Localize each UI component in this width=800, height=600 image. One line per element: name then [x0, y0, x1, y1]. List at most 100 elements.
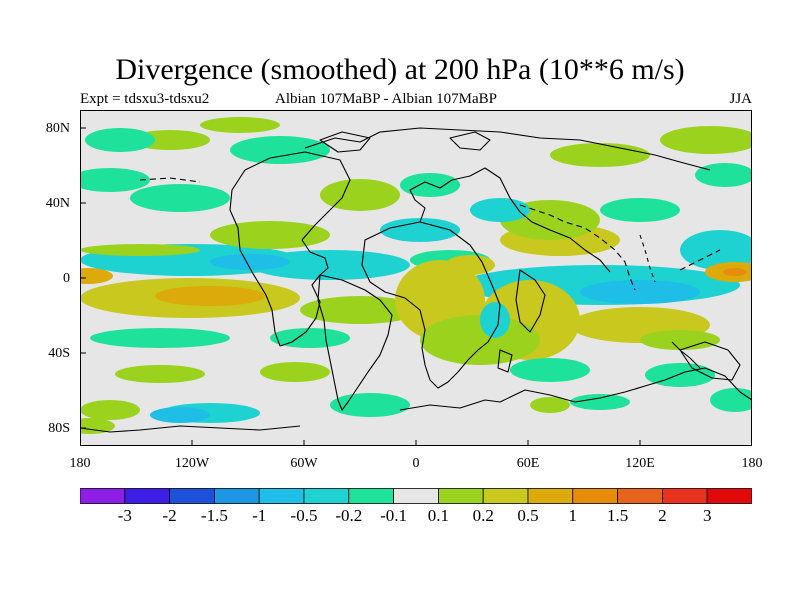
contour-patch [80, 244, 200, 256]
contour-patch [710, 388, 752, 412]
contour-patch [445, 255, 495, 275]
coastline-dashed-margin [639, 234, 656, 283]
colorbar-swatch [124, 488, 170, 504]
colorbar-label: -3 [117, 506, 132, 525]
contour-patch [640, 330, 720, 350]
colorbar-label: -2 [162, 506, 177, 525]
lon-label-120e: 120E [625, 456, 655, 471]
coastline-arctic-island [449, 131, 491, 151]
contour-patch [330, 393, 410, 417]
contour-patch [300, 296, 420, 324]
coastline-north-america [229, 151, 351, 347]
colorbar-swatch [662, 488, 708, 504]
colorbar-swatch [213, 488, 260, 504]
contour-patch [150, 407, 210, 423]
contour-patch [380, 218, 460, 242]
coastline-india [515, 269, 546, 333]
lon-label-120w: 120W [174, 456, 210, 471]
colorbar-label: -0.1 [380, 506, 408, 525]
contour-patch [550, 143, 650, 167]
contour-patch [480, 302, 510, 338]
lon-label-0: 0 [412, 456, 420, 471]
contour-patch [155, 286, 265, 306]
contour-patch [80, 268, 113, 284]
coastline-madagascar [497, 349, 513, 373]
colorbar-swatch [258, 488, 305, 504]
contour-patch [250, 250, 410, 280]
contour-patch [80, 400, 140, 420]
contour-patch [230, 136, 330, 164]
colorbar-label: 1.5 [606, 506, 629, 525]
plot-title: Divergence (smoothed) at 200 hPa (10**6 … [115, 53, 685, 86]
colorbar-swatch [393, 488, 439, 504]
lat-label-80s: 80S [48, 421, 70, 436]
colorbar-label: 3 [702, 506, 712, 525]
lon-label-180e: 180 [741, 456, 763, 471]
colorbar-label: 1 [568, 506, 578, 525]
contour-patch [530, 397, 570, 413]
period-label: Albian 107MaBP - Albian 107MaBP [275, 91, 497, 107]
colorbar-label: 0.1 [427, 506, 450, 525]
colorbar-swatch [617, 488, 663, 504]
colorbar-label: -1.5 [200, 506, 228, 525]
colorbar-swatch [348, 488, 394, 504]
coastline-antarctica-australia [80, 341, 752, 433]
colorbar-swatch [572, 488, 618, 504]
colorbar-swatch [527, 488, 574, 504]
lat-label-0: 0 [63, 271, 70, 286]
colorbar-swatch [482, 488, 529, 504]
contour-patch [90, 328, 230, 348]
colorbar-label: 0.2 [472, 506, 494, 525]
coastline-eurasia [304, 127, 711, 273]
experiment-label: Expt = tdsxu3-tdsxu2 [80, 91, 210, 107]
coastlines [80, 127, 752, 433]
coastline-arctic-island [319, 131, 371, 153]
contour-patch [580, 280, 700, 304]
contour-patch [260, 362, 330, 382]
contour-patch [660, 126, 752, 154]
colorbar-swatch [706, 488, 752, 504]
contour-patch [80, 418, 115, 434]
coastline-dashed-margin [139, 177, 201, 183]
coastline-australia [679, 341, 741, 381]
contour-patch [510, 358, 590, 382]
contour-patch [723, 268, 747, 276]
contour-patch [400, 173, 460, 197]
colorbar-swatch [169, 488, 215, 504]
colorbar-swatch [437, 488, 484, 504]
colorbar-label: 0.5 [517, 506, 539, 525]
contour-patch [85, 128, 155, 152]
coastline-dashed-margin [679, 249, 721, 271]
colorbar-swatch [80, 488, 126, 504]
lat-label-40n: 40N [45, 196, 70, 211]
colorbar-label: -0.2 [335, 506, 363, 525]
contour-patch [80, 168, 150, 192]
contour-patch [600, 198, 680, 222]
lat-label-80n: 80N [45, 121, 70, 136]
lat-label-40s: 40S [48, 346, 70, 361]
contour-patch [320, 179, 400, 211]
season-label: JJA [729, 91, 752, 107]
contour-patch [210, 254, 290, 270]
divergence-map [80, 110, 752, 446]
colorbar [80, 488, 752, 504]
contour-patch [210, 221, 330, 249]
colorbar-label: -1 [252, 506, 267, 525]
contour-patch [470, 198, 530, 222]
contour-patch [695, 163, 752, 187]
lon-label-180w: 180 [69, 456, 91, 471]
contour-patch [570, 394, 630, 410]
contour-patch [130, 184, 230, 212]
divergence-shading [80, 117, 752, 434]
coastline-dashed-margin [519, 204, 636, 291]
contour-patch [115, 365, 205, 383]
coastline-south-america [317, 274, 393, 411]
contour-patch [200, 117, 280, 133]
map-panel [80, 110, 752, 446]
colorbar-label: -0.5 [290, 506, 318, 525]
map-ticks [80, 127, 641, 446]
contour-patch [420, 315, 540, 365]
lon-label-60w: 60W [290, 456, 318, 471]
lon-label-60e: 60E [516, 456, 540, 471]
coastline-africa [361, 221, 501, 389]
